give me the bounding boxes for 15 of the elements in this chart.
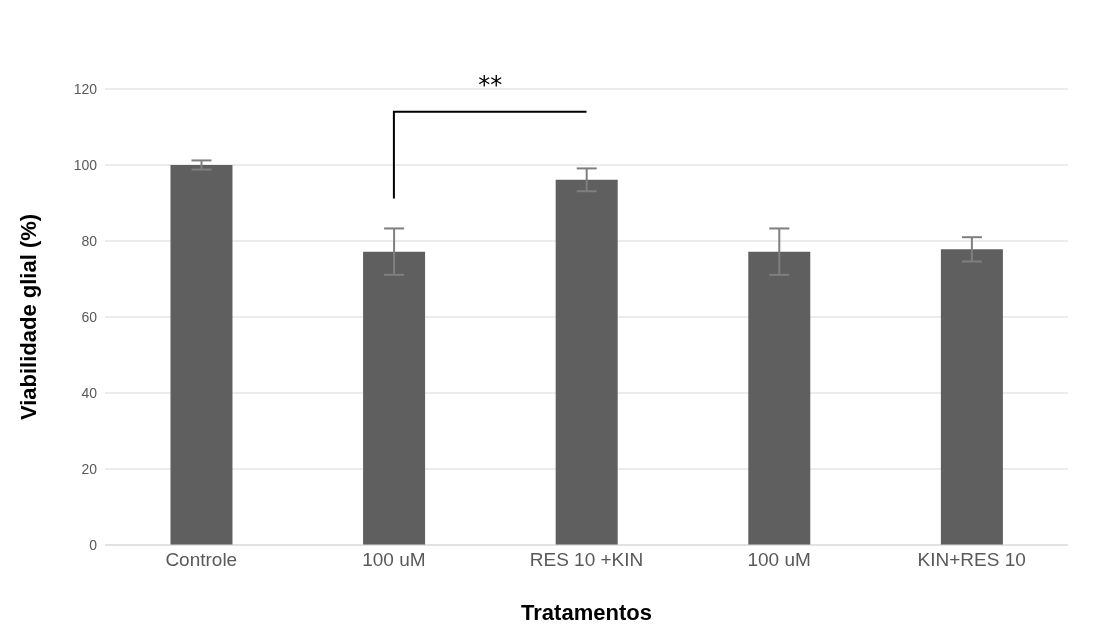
- y-axis-title: Viabilidade glial (%): [15, 213, 41, 421]
- y-tick-label: 120: [73, 80, 98, 97]
- y-tick-label: 40: [81, 384, 98, 401]
- y-tick-label: 100: [73, 156, 98, 173]
- y-tick-label: 20: [81, 460, 98, 477]
- y-tick-label: 60: [81, 308, 98, 325]
- x-tick-label: Controle: [165, 549, 238, 571]
- annotation: **: [478, 71, 503, 99]
- x-tick-label: RES 10 +KIN: [529, 549, 644, 571]
- x-axis-title: Tratamentos: [521, 600, 652, 625]
- x-tick-label: 100 uM: [362, 549, 426, 571]
- y-tick-label: 80: [81, 232, 98, 249]
- x-tick-label: KIN+RES 10: [917, 549, 1026, 571]
- x-tick-label: 100 uM: [747, 549, 811, 571]
- y-tick-label: 0: [89, 536, 98, 553]
